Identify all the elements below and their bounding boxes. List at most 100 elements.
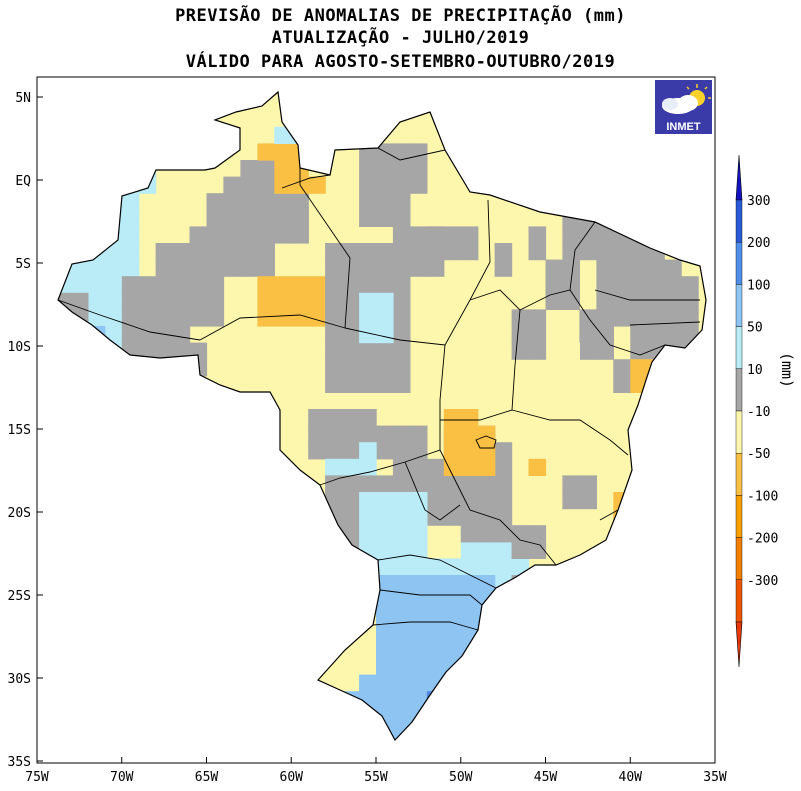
anomaly-cell — [376, 259, 394, 277]
anomaly-cell — [342, 492, 360, 510]
anomaly-cell — [460, 608, 479, 626]
anomaly-cell — [392, 458, 411, 476]
anomaly-cell — [392, 292, 411, 310]
anomaly-cell — [426, 259, 445, 277]
anomaly-cell — [579, 475, 597, 493]
anomaly-cell — [409, 674, 428, 692]
anomaly-cell — [647, 309, 665, 327]
anomaly-cell — [392, 525, 411, 543]
anomaly-cell — [460, 226, 479, 244]
anomaly-cell — [427, 774, 445, 791]
anomaly-cell — [172, 276, 191, 294]
map-title-line-1: PREVISÃO DE ANOMALIAS DE PRECIPITAÇÃO (m… — [175, 6, 626, 26]
anomaly-cell — [359, 292, 377, 310]
anomaly-cell — [579, 342, 597, 360]
anomaly-cell — [257, 259, 275, 277]
anomaly-cell — [426, 658, 445, 676]
anomaly-cell — [325, 375, 343, 393]
anomaly-cell — [392, 442, 411, 460]
anomaly-cell — [392, 160, 411, 178]
anomaly-cell — [579, 226, 597, 244]
anomaly-cell — [409, 160, 428, 178]
map-title-line-2: ATUALIZAÇÃO - JULHO/2019 — [271, 28, 530, 48]
anomaly-cell — [596, 243, 614, 261]
anomaly-cell — [240, 176, 258, 194]
anomaly-cell — [613, 259, 631, 277]
anomaly-cell — [528, 541, 547, 559]
anomaly-cell — [409, 475, 428, 493]
anomaly-cell — [359, 276, 377, 294]
anomaly-cell — [426, 558, 445, 576]
anomaly-cell — [647, 259, 665, 277]
anomaly-cell — [392, 475, 411, 493]
anomaly-cell — [325, 259, 343, 277]
anomaly-cell — [308, 176, 326, 194]
anomaly-cell — [359, 525, 377, 543]
anomaly-cell — [443, 226, 462, 244]
anomaly-field — [58, 92, 706, 791]
anomaly-cell — [562, 276, 580, 294]
anomaly-cell — [647, 276, 665, 294]
anomaly-cell — [545, 276, 564, 294]
anomaly-cell — [206, 259, 225, 277]
anomaly-cell — [494, 558, 513, 576]
anomaly-cell — [121, 259, 140, 277]
anomaly-cell — [308, 442, 326, 460]
lat-tick-label: 15S — [8, 423, 31, 438]
anomaly-cell — [138, 326, 157, 344]
anomaly-cell — [409, 691, 428, 709]
anomaly-cell — [630, 276, 648, 294]
anomaly-cell — [155, 309, 174, 327]
anomaly-cell — [172, 326, 191, 344]
anomaly-cell — [579, 492, 597, 510]
anomaly-cell — [392, 176, 411, 194]
anomaly-cell — [545, 259, 564, 277]
anomaly-cell — [206, 209, 225, 227]
anomaly-cell — [528, 342, 547, 360]
anomaly-cell — [359, 309, 377, 327]
anomaly-cell — [443, 243, 462, 261]
lat-tick-label: 10S — [8, 340, 31, 355]
anomaly-cell — [376, 492, 394, 510]
anomaly-cell — [647, 326, 665, 344]
anomaly-cell — [409, 243, 428, 261]
anomaly-cell — [172, 309, 191, 327]
anomaly-cell — [460, 558, 479, 576]
anomaly-cell — [359, 674, 377, 692]
anomaly-cell — [647, 292, 665, 310]
colorbar-segment — [735, 495, 743, 538]
anomaly-cell — [274, 160, 292, 178]
lon-tick-label: 35W — [703, 770, 727, 785]
anomaly-cell — [477, 458, 496, 476]
anomaly-cell — [325, 475, 343, 493]
anomaly-cell — [392, 691, 411, 709]
anomaly-cell — [596, 292, 614, 310]
anomaly-cell — [426, 641, 445, 659]
anomaly-cell — [359, 409, 377, 427]
anomaly-cell — [155, 259, 174, 277]
anomaly-cell — [409, 641, 428, 659]
anomaly-cell — [359, 342, 377, 360]
anomaly-cell — [376, 691, 394, 709]
colorbar-segment — [735, 410, 743, 454]
anomaly-cell — [477, 541, 496, 559]
anomaly-cell — [392, 575, 411, 593]
logo-text: INMET — [666, 121, 701, 133]
anomaly-cell — [257, 276, 275, 294]
anomaly-cell — [392, 226, 411, 244]
anomaly-cell — [274, 292, 292, 310]
anomaly-cell — [376, 558, 394, 576]
anomaly-cell — [392, 591, 411, 609]
border-am-pa — [299, 168, 351, 329]
anomaly-cell — [121, 309, 140, 327]
anomaly-cell — [596, 259, 614, 277]
anomaly-cell — [325, 458, 343, 476]
anomaly-cell — [579, 243, 597, 261]
anomaly-cell — [392, 375, 411, 393]
anomaly-cell — [223, 193, 241, 211]
anomaly-cell — [409, 458, 428, 476]
anomaly-cell — [545, 392, 564, 410]
anomaly-cell — [274, 126, 292, 144]
